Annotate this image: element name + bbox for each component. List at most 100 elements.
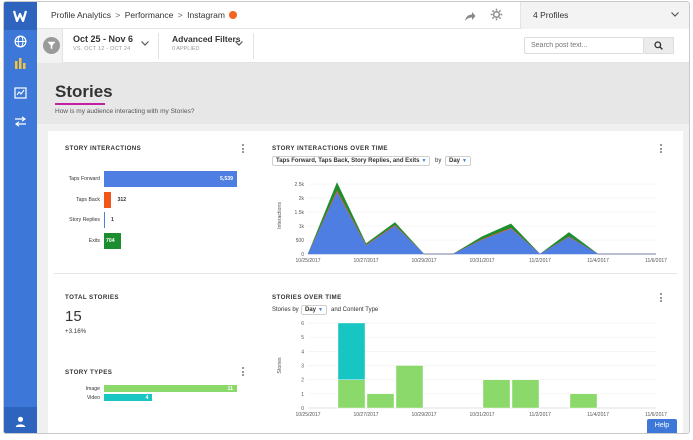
x-tick-label: 10/27/2017 [353,258,378,264]
total-stories-value: 15 [65,308,82,325]
chevron-down-icon: ▼ [421,158,427,164]
y-tick-label: 0 [301,406,304,412]
bar [104,171,237,187]
x-tick-label: 11/4/2017 [587,412,609,418]
chevron-down-icon [235,41,243,46]
y-tick-label: 1k [299,224,305,230]
page-subtitle: How is my audience interacting with my S… [55,108,195,115]
metric-select-label: Taps Forward, Taps Back, Story Replies, … [276,158,420,164]
page-header: Stories How is my audience interacting w… [37,63,689,124]
stories-interval-label: Day [305,307,317,313]
share-arrow-icon[interactable] [464,9,476,27]
y-tick-label: 2.5k [295,182,305,188]
y-tick-label: 4 [301,349,304,355]
more-options-icon[interactable] [240,143,246,155]
search-post-input[interactable] [524,37,644,54]
instagram-badge-icon [229,11,238,19]
y-tick-label: 6 [301,321,304,327]
more-options-icon[interactable] [658,292,664,304]
y-axis-label: Interactions [277,202,283,229]
sprout-logo-icon[interactable] [4,2,37,30]
x-tick-label: 10/29/2017 [411,412,436,418]
bar-segment[interactable] [366,393,395,409]
advanced-filters-selector[interactable]: Advanced Filters 0 APPLIED [172,34,252,58]
bar-segment[interactable] [482,379,511,409]
bar [104,232,121,249]
more-options-icon[interactable] [240,366,246,378]
search-button[interactable] [644,37,674,54]
page-title: Stories [55,82,113,101]
profiles-dropdown[interactable]: 4 Profiles [520,2,689,29]
filter-toggle[interactable] [37,29,63,63]
bar [104,385,237,392]
globe-icon[interactable] [4,27,37,55]
help-button[interactable]: Help [647,419,677,433]
bar [104,212,105,228]
funnel-icon [43,37,60,54]
applied-filters-count: 0 APPLIED [172,46,200,52]
y-tick-label: 1.5k [295,210,305,216]
y-tick-label: 0 [301,252,304,258]
y-tick-label: 1 [301,392,304,398]
story-types-title: STORY TYPES [65,369,113,376]
gear-icon[interactable] [490,8,503,26]
bar [104,394,153,401]
stories-interval-select[interactable]: Day ▼ [301,305,327,315]
breadcrumb-performance[interactable]: Performance [124,10,174,20]
chevron-down-icon [671,12,679,17]
report-content: STORY INTERACTIONS Taps Forward 5,539 Taps… [37,124,689,433]
breadcrumb-separator: > [177,10,183,20]
area-series[interactable] [307,191,656,255]
y-axis-label: Stories [277,357,283,374]
bar-segment[interactable] [395,365,424,409]
chevron-down-icon: ▼ [462,158,467,164]
bar-segment[interactable] [337,322,366,380]
stories-over-time-title: STORIES OVER TIME [272,294,342,301]
left-nav [4,2,37,433]
bar-value: 11 [227,385,233,392]
chevron-down-icon [141,41,149,46]
y-tick-label: 3 [301,364,304,370]
stories-by-label: Stories by [272,307,299,313]
divider [253,33,254,59]
x-tick-label: 10/25/2017 [295,258,320,264]
content-type-label: and Content Type [331,307,379,313]
x-tick-label: 10/27/2017 [353,412,378,418]
bar-value: 5,539 [220,176,233,182]
by-label: by [435,158,442,164]
bar-segment[interactable] [569,393,598,409]
breadcrumb-profile-analytics[interactable]: Profile Analytics [51,10,111,20]
metric-select[interactable]: Taps Forward, Taps Back, Story Replies, … [272,156,431,166]
x-tick-label: 10/31/2017 [469,412,494,418]
bar-segment[interactable] [511,379,540,409]
total-stories-change: +3.16% [65,328,87,335]
title-underline [55,103,105,105]
section-divider [54,273,677,274]
top-bar: Profile Analytics > Performance > Instag… [37,2,689,29]
x-tick-label: 10/31/2017 [469,258,494,264]
profiles-label: 4 Profiles [533,10,569,20]
y-tick-label: 2k [299,196,305,202]
bar-label: Taps Back [76,196,100,203]
x-tick-label: 11/6/2017 [645,258,667,264]
y-tick-label: 500 [296,238,305,244]
bar-value: 704 [106,237,115,244]
bar-value: 1 [111,217,114,223]
bar-label: Video [86,394,100,401]
bar-segment[interactable] [337,379,366,409]
bar-label: Story Replies [69,217,100,223]
user-profile-icon[interactable] [4,407,37,433]
chevron-down-icon: ▼ [318,307,323,313]
x-tick-label: 11/2/2017 [529,412,551,418]
more-options-icon[interactable] [658,143,664,155]
date-range-selector[interactable]: Oct 25 - Nov 6 VS. OCT 12 - OCT 24 [73,34,161,58]
bar-label: Exits [88,237,100,244]
interactions-over-time-title: STORY INTERACTIONS OVER TIME [272,145,388,152]
analytics-bars-icon[interactable] [4,49,37,77]
comparison-range-label: VS. OCT 12 - OCT 24 [73,46,131,52]
interval-select[interactable]: Day ▼ [445,156,471,166]
reports-icon[interactable] [4,79,37,107]
story-interactions-title: STORY INTERACTIONS [65,145,142,152]
x-tick-label: 11/6/2017 [645,412,667,418]
swap-arrows-icon[interactable] [4,107,37,135]
